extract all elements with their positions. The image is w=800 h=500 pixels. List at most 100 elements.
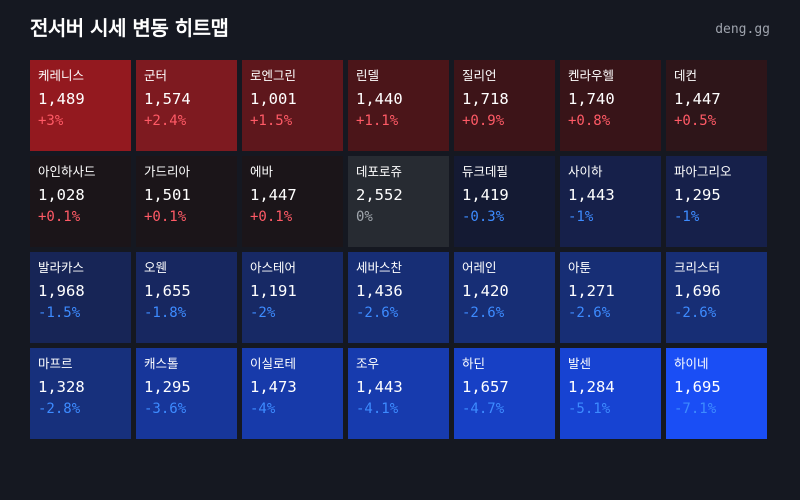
server-price: 1,295 (144, 378, 191, 396)
server-price: 2,552 (356, 186, 403, 204)
server-tile[interactable]: 로엔그린 1,001 +1.5% (242, 60, 343, 151)
server-price: 1,443 (568, 186, 615, 204)
server-name: 로엔그린 (250, 68, 297, 83)
server-tile[interactable]: 세바스찬 1,436 -2.6% (348, 252, 449, 343)
price-change: -2.6% (462, 305, 505, 321)
price-change: +1.5% (250, 113, 293, 129)
server-tile[interactable]: 질리언 1,718 +0.9% (454, 60, 555, 151)
price-change: -1% (568, 209, 594, 225)
server-tile[interactable]: 케레니스 1,489 +3% (30, 60, 131, 151)
price-change: -4.7% (462, 401, 505, 417)
server-price: 1,284 (568, 378, 615, 396)
server-name: 세바스찬 (356, 260, 403, 275)
server-name: 오웬 (144, 260, 168, 275)
server-name: 크리스터 (674, 260, 721, 275)
server-price: 1,443 (356, 378, 403, 396)
server-tile[interactable]: 발라카스 1,968 -1.5% (30, 252, 131, 343)
server-price: 1,696 (674, 282, 721, 300)
price-change: +3% (38, 113, 64, 129)
server-name: 에바 (250, 164, 274, 179)
server-tile[interactable]: 파아그리오 1,295 -1% (666, 156, 767, 247)
server-name: 군터 (144, 68, 168, 83)
server-tile[interactable]: 하딘 1,657 -4.7% (454, 348, 555, 439)
server-name: 가드리아 (144, 164, 191, 179)
brand-label: deng.gg (715, 22, 770, 37)
server-tile[interactable]: 린델 1,440 +1.1% (348, 60, 449, 151)
price-change: +0.8% (568, 113, 611, 129)
server-name: 아인하사드 (38, 164, 96, 179)
server-tile[interactable]: 데포로쥬 2,552 0% (348, 156, 449, 247)
price-change: +0.5% (674, 113, 717, 129)
price-change: -1.5% (38, 305, 81, 321)
server-name: 아스테어 (250, 260, 297, 275)
server-name: 켄라우헬 (568, 68, 615, 83)
server-tile[interactable]: 캐스톨 1,295 -3.6% (136, 348, 237, 439)
price-change: -2.6% (356, 305, 399, 321)
price-change: +0.1% (250, 209, 293, 225)
server-tile[interactable]: 오웬 1,655 -1.8% (136, 252, 237, 343)
server-price: 1,271 (568, 282, 615, 300)
server-price: 1,028 (38, 186, 85, 204)
server-price: 1,447 (674, 90, 721, 108)
server-tile[interactable]: 어레인 1,420 -2.6% (454, 252, 555, 343)
server-tile[interactable]: 켄라우헬 1,740 +0.8% (560, 60, 661, 151)
server-tile[interactable]: 군터 1,574 +2.4% (136, 60, 237, 151)
price-change: -5.1% (568, 401, 611, 417)
price-change: -2% (250, 305, 276, 321)
server-tile[interactable]: 데컨 1,447 +0.5% (666, 60, 767, 151)
server-tile[interactable]: 아스테어 1,191 -2% (242, 252, 343, 343)
price-change: -1% (674, 209, 700, 225)
server-tile[interactable]: 에바 1,447 +0.1% (242, 156, 343, 247)
server-tile[interactable]: 아인하사드 1,028 +0.1% (30, 156, 131, 247)
server-price: 1,447 (250, 186, 297, 204)
server-name: 발라카스 (38, 260, 85, 275)
price-change: -2.6% (568, 305, 611, 321)
price-change: -4.1% (356, 401, 399, 417)
server-price: 1,419 (462, 186, 509, 204)
server-price: 1,328 (38, 378, 85, 396)
server-name: 발센 (568, 356, 592, 371)
server-price: 1,295 (674, 186, 721, 204)
page-title: 전서버 시세 변동 히트맵 (30, 16, 229, 40)
server-tile[interactable]: 크리스터 1,696 -2.6% (666, 252, 767, 343)
server-price: 1,436 (356, 282, 403, 300)
server-tile[interactable]: 조우 1,443 -4.1% (348, 348, 449, 439)
server-name: 데컨 (674, 68, 698, 83)
price-change: -3.6% (144, 401, 187, 417)
server-name: 하이네 (674, 356, 709, 371)
server-name: 캐스톨 (144, 356, 179, 371)
server-tile[interactable]: 하이네 1,695 -7.1% (666, 348, 767, 439)
server-name: 어레인 (462, 260, 497, 275)
server-name: 케레니스 (38, 68, 85, 83)
server-tile[interactable]: 이실로테 1,473 -4% (242, 348, 343, 439)
server-name: 조우 (356, 356, 380, 371)
server-name: 마프르 (38, 356, 73, 371)
price-change: -1.8% (144, 305, 187, 321)
server-price: 1,501 (144, 186, 191, 204)
server-price: 1,473 (250, 378, 297, 396)
price-change: -2.8% (38, 401, 81, 417)
server-tile[interactable]: 사이하 1,443 -1% (560, 156, 661, 247)
server-tile[interactable]: 마프르 1,328 -2.8% (30, 348, 131, 439)
server-price: 1,968 (38, 282, 85, 300)
price-change: +0.9% (462, 113, 505, 129)
server-price: 1,420 (462, 282, 509, 300)
server-name: 사이하 (568, 164, 603, 179)
price-change: 0% (356, 209, 373, 225)
server-price: 1,657 (462, 378, 509, 396)
server-price: 1,574 (144, 90, 191, 108)
price-change: -7.1% (674, 401, 717, 417)
server-name: 하딘 (462, 356, 486, 371)
price-change: +0.1% (144, 209, 187, 225)
server-tile[interactable]: 가드리아 1,501 +0.1% (136, 156, 237, 247)
server-price: 1,655 (144, 282, 191, 300)
price-change: +0.1% (38, 209, 81, 225)
server-price: 1,740 (568, 90, 615, 108)
server-name: 이실로테 (250, 356, 297, 371)
server-tile[interactable]: 발센 1,284 -5.1% (560, 348, 661, 439)
server-tile[interactable]: 아툰 1,271 -2.6% (560, 252, 661, 343)
server-price: 1,191 (250, 282, 297, 300)
server-tile[interactable]: 듀크데필 1,419 -0.3% (454, 156, 555, 247)
server-name: 데포로쥬 (356, 164, 403, 179)
server-price: 1,001 (250, 90, 297, 108)
